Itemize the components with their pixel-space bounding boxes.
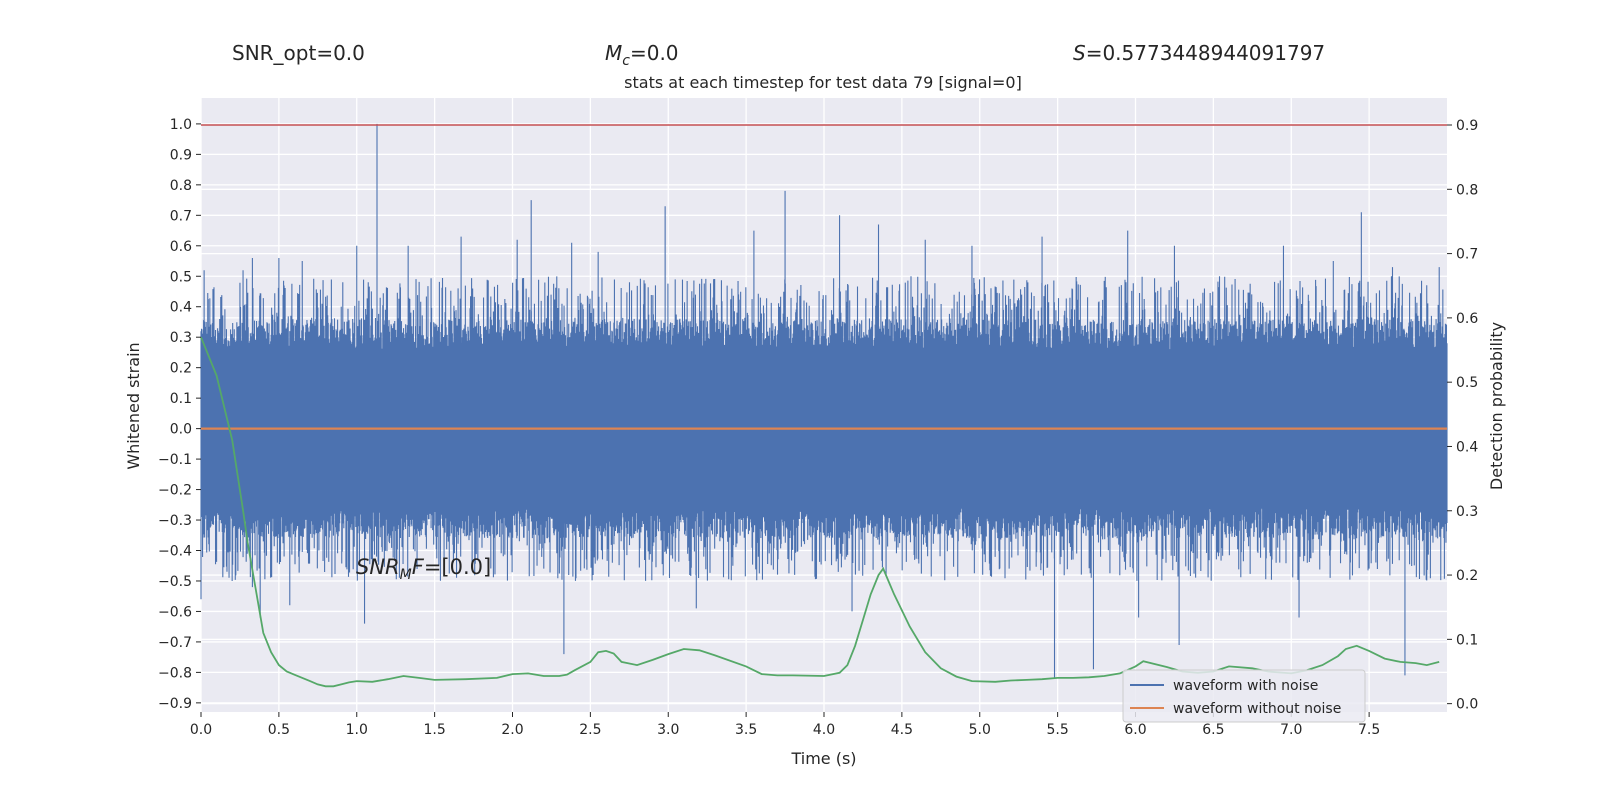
legend-box — [1122, 669, 1366, 723]
x-tick-label-13: 6.5 — [1202, 722, 1224, 738]
y2-tick-label-5: 0.4 — [1456, 439, 1478, 455]
y-tick-label-12: −0.2 — [158, 483, 192, 499]
s-value: =0.5773448944091797 — [1086, 41, 1325, 65]
mc-subscript: c — [622, 53, 630, 69]
y-tick-label-17: −0.7 — [158, 635, 192, 651]
y-tick-labels: 1.0 0.9 0.8 0.7 0.6 0.5 0.4 0.3 0.2 0.1 0.0 −0.1 −0.… — [158, 117, 201, 712]
y-tick-label-13: −0.3 — [158, 513, 192, 529]
y-tick-label-19: −0.9 — [158, 696, 192, 712]
x-tick-label-0: 0.0 — [190, 722, 212, 738]
snr-mf-subscript: M — [400, 567, 412, 583]
mc-symbol: M — [605, 41, 622, 65]
mc-value: =0.0 — [630, 41, 679, 65]
x-tick-label-10: 5.0 — [969, 722, 991, 738]
y-tick-label-18: −0.8 — [158, 665, 192, 681]
y2-tick-label-0: 0.9 — [1456, 118, 1478, 134]
snr-mf-main: SNR — [356, 555, 400, 579]
x-tick-label-2: 1.0 — [346, 722, 368, 738]
y2-tick-label-8: 0.1 — [1456, 632, 1478, 648]
noise-trace — [200, 123, 1448, 679]
y2-tick-label-6: 0.3 — [1456, 504, 1478, 520]
chart-title: stats at each timestep for test data 79 … — [624, 73, 1022, 92]
snr-mf-annotation: SNRMF=[0.0] — [356, 555, 491, 583]
y2-tick-label-3: 0.6 — [1456, 311, 1478, 327]
s-label: S=0.5773448944091797 — [1073, 41, 1325, 65]
x-tick-label-12: 6.0 — [1124, 722, 1146, 738]
y-tick-label-2: 0.8 — [170, 178, 192, 194]
x-tick-label-3: 1.5 — [423, 722, 445, 738]
y-tick-label-5: 0.5 — [170, 269, 192, 285]
legend-label-noise: waveform with noise — [1173, 678, 1318, 694]
x-tick-label-14: 7.0 — [1280, 722, 1302, 738]
snr-opt-label: SNR_opt=0.0 — [232, 41, 365, 65]
y-tick-label-15: −0.5 — [158, 574, 192, 590]
y2-axis-label: Detection probability — [1487, 322, 1506, 490]
y-tick-label-3: 0.7 — [170, 208, 192, 224]
x-tick-label-11: 5.5 — [1046, 722, 1068, 738]
x-tick-label-15: 7.5 — [1358, 722, 1380, 738]
y-tick-label-11: −0.1 — [158, 452, 192, 468]
snr-mf-f: F — [412, 555, 425, 579]
y-tick-label-6: 0.4 — [170, 300, 192, 316]
x-tick-label-4: 2.0 — [501, 722, 523, 738]
x-tick-label-7: 3.5 — [735, 722, 757, 738]
x-tick-label-1: 0.5 — [268, 722, 290, 738]
y-tick-label-8: 0.2 — [170, 361, 192, 377]
x-tick-label-5: 2.5 — [579, 722, 601, 738]
x-tick-labels: 0.0 0.5 1.0 1.5 2.0 2.5 3.0 3.5 4.0 4.5 5.0 5.5 6.0 6… — [190, 712, 1380, 738]
x-tick-label-8: 4.0 — [813, 722, 835, 738]
y-tick-label-0: 1.0 — [170, 117, 192, 133]
x-tick-label-9: 4.5 — [891, 722, 913, 738]
y2-tick-label-4: 0.5 — [1456, 375, 1478, 391]
y-tick-label-7: 0.3 — [170, 330, 192, 346]
y-axis-label: Whitened strain — [124, 342, 143, 469]
y-tick-label-4: 0.6 — [170, 239, 192, 255]
legend: waveform with noise waveform without noi… — [1122, 669, 1366, 723]
y-tick-label-10: 0.0 — [170, 422, 192, 438]
legend-label-clean: waveform without noise — [1173, 701, 1341, 717]
x-tick-label-6: 3.0 — [657, 722, 679, 738]
y-tick-label-1: 0.9 — [170, 147, 192, 163]
y2-tick-label-9: 0.0 — [1456, 697, 1478, 713]
y-tick-label-14: −0.4 — [158, 544, 192, 560]
y2-tick-label-7: 0.2 — [1456, 568, 1478, 584]
y2-tick-label-1: 0.8 — [1456, 182, 1478, 198]
x-axis-label: Time (s) — [790, 749, 856, 768]
y2-tick-labels: 0.9 0.8 0.7 0.6 0.5 0.4 0.3 0.2 0.1 0.0 — [1447, 118, 1478, 713]
y-tick-label-16: −0.6 — [158, 604, 192, 620]
series-waveform-with-noise — [200, 123, 1448, 679]
snr-mf-value: =[0.0] — [424, 555, 491, 579]
s-symbol: S — [1073, 41, 1086, 65]
mc-label: Mc=0.0 — [605, 41, 679, 69]
y2-tick-label-2: 0.7 — [1456, 247, 1478, 263]
y-tick-label-9: 0.1 — [170, 391, 192, 407]
